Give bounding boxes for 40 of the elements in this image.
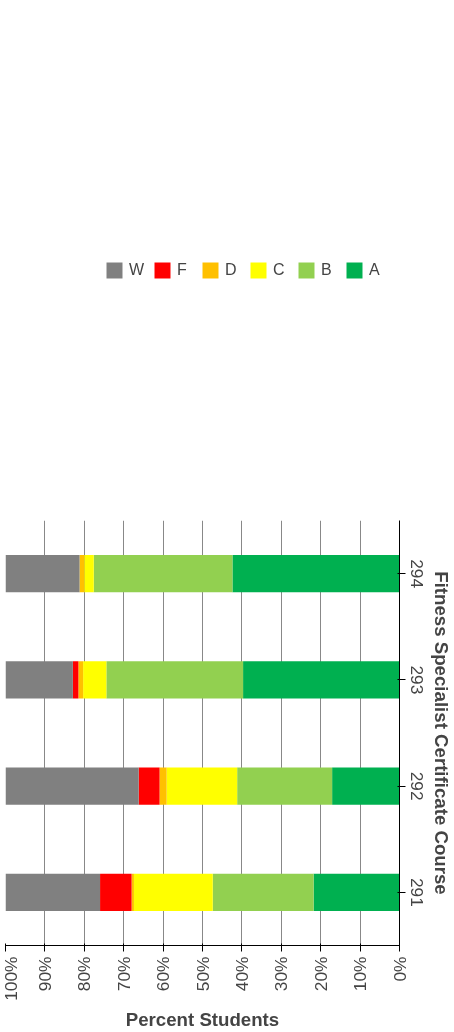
x-tick-label: 100% [0,956,21,1001]
bar [100,873,132,911]
x-axis-title: Percent Students [125,1008,280,1030]
y-tick-label: 291 [406,877,427,907]
legend-label: A [369,261,381,279]
x-tick-label: 50% [192,956,213,992]
legend-label: B [321,261,333,279]
bar [106,661,244,699]
bar [133,873,213,911]
y-axis-title: Fitness Specialist Certificate Course [430,571,452,895]
y-tick-label: 292 [406,771,427,801]
x-tick-label: 60% [153,956,174,992]
bar [83,661,107,699]
bar [93,555,233,593]
x-tick-label: 40% [231,956,252,992]
bar [159,767,167,805]
x-tick-label: 30% [271,956,292,992]
bar [243,661,400,699]
bar [232,555,400,593]
x-tick-label: 20% [310,956,331,992]
legend-label: D [225,261,238,279]
bar [78,661,84,699]
x-tick-label: 0% [389,956,410,982]
bar [166,767,238,805]
bar [237,767,333,805]
bar [313,873,400,911]
x-tick-label: 70% [113,956,134,992]
bar [84,555,94,593]
y-tick-label: 294 [406,559,427,589]
x-tick-label: 10% [350,956,371,992]
y-tick-label: 293 [406,665,427,695]
x-tick-label: 90% [34,956,55,992]
legend-label: C [273,261,286,279]
bar [72,661,79,699]
bar [332,767,400,805]
bar [212,873,314,911]
bar [138,767,160,805]
legend-label: F [177,261,188,279]
x-tick-label: 80% [74,956,95,992]
legend-label: W [129,261,146,279]
